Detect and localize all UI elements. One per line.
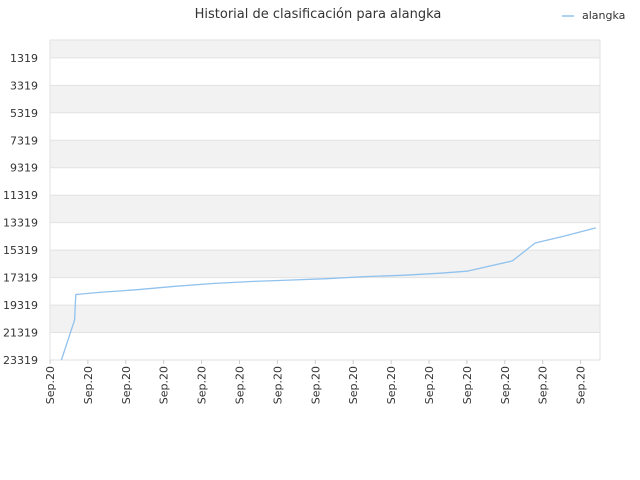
y-tick-label: 3319: [10, 79, 38, 92]
legend[interactable]: alangka: [562, 9, 625, 22]
x-tick-label: Sep.20: [44, 366, 57, 404]
x-tick-label: Sep.20: [158, 366, 171, 404]
plot-band: [50, 250, 600, 278]
plot-bands: [50, 40, 600, 360]
plot-band: [50, 140, 600, 168]
x-tick-label: Sep.20: [82, 366, 95, 404]
legend-label-alangka: alangka: [582, 9, 625, 22]
plot-band: [50, 195, 600, 223]
x-tick-label: Sep.20: [234, 366, 247, 404]
plot-band: [50, 112, 600, 141]
plot-band: [50, 222, 600, 251]
x-tick-label: Sep.20: [385, 366, 398, 404]
plot-band: [50, 305, 600, 333]
y-tick-label: 1319: [10, 52, 38, 65]
plot-band: [50, 57, 600, 86]
chart-title: Historial de clasificación para alangka: [195, 7, 442, 22]
x-tick-label: Sep.20: [271, 366, 284, 404]
x-tick-label: Sep.20: [196, 366, 209, 404]
y-tick-label: 19319: [3, 299, 38, 312]
plot-band: [50, 277, 600, 306]
y-tick-label: 15319: [3, 244, 38, 257]
x-tick-label: Sep.20: [499, 366, 512, 404]
x-tick-label: Sep.20: [423, 366, 436, 404]
y-tick-label: 21319: [3, 327, 38, 340]
y-tick-label: 13319: [3, 217, 38, 230]
x-tick-label: Sep.20: [120, 366, 133, 404]
grid-lines: [49, 39, 601, 361]
x-tick-label: Sep.20: [461, 366, 474, 404]
y-tick-label: 23319: [3, 354, 38, 367]
x-tick-label: Sep.20: [575, 366, 588, 404]
plot-band: [50, 332, 600, 360]
y-tick-label: 11319: [3, 189, 38, 202]
y-tick-label: 7319: [10, 134, 38, 147]
y-tick-label: 5319: [10, 107, 38, 120]
x-axis: Sep.20 Sep.20 Sep.20 Sep.20 Sep.20 Sep.20 Sep.…: [44, 360, 588, 404]
series-line-alangka: [60, 227, 596, 361]
x-tick-label: Sep.20: [537, 366, 550, 404]
plot-band: [50, 40, 600, 58]
y-axis: 1319 3319 5319 7319 9319 11319 13319 15319 17319…: [3, 52, 38, 367]
series-layer: [60, 227, 596, 361]
x-tick-label: Sep.20: [347, 366, 360, 404]
y-tick-label: 17319: [3, 272, 38, 285]
plot-band: [50, 85, 600, 113]
x-tick-label: Sep.20: [309, 366, 322, 404]
plot-band: [50, 167, 600, 196]
y-tick-label: 9319: [10, 162, 38, 175]
